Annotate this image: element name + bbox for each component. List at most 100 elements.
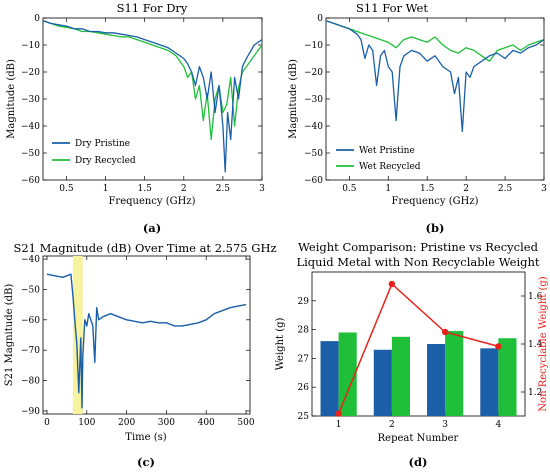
panel-b-ytick-label: −30 [304,95,323,105]
panel-c-lines [46,273,247,409]
panel-a-lines [42,20,263,173]
panel-b-ytick-label: −50 [304,149,323,159]
panel-b-ytick-label: 0 [317,14,323,24]
panel-c-title: S21 Magnitude (dB) Over Time at 2.575 GH… [13,241,276,255]
panel-c-plot-frame [42,255,251,415]
panel-a-xtick-label: 2 [181,184,187,194]
panel-d-ytick-label-right: 1.4 [528,340,543,350]
panel-d-non-recyclable-point [388,280,396,288]
panel-a-ytick-label: −40 [21,122,40,132]
panel-d-ytick-label: 25 [298,412,310,422]
panel-b-xtick-label: 1 [385,184,391,194]
panel-b-xlabel: Frequency (GHz) [391,196,478,207]
panel-a-xtick-label: 3 [259,184,265,194]
panel-a-series-dry-pristine [42,20,263,173]
panel-d-ylabel-right: Non Recyclable Weight (g) [538,276,549,411]
panel-c-ytick-label: −70 [21,346,40,356]
panel-d-bar-pristine-3 [427,344,446,416]
caption-d: (d) [409,455,428,469]
panel-b-ytick-label: −10 [304,41,323,51]
panel-b-xtick-label: 2.5 [498,184,513,194]
panel-c-series-s21 [46,273,247,409]
panel-c-ticks: 0 100 200 300 400 500 −90 −80 −70 −60 −50 −40 [21,255,255,428]
panel-d-bar-pristine-1 [320,341,339,416]
panel-d-ylabel: Weight (g) [275,317,286,370]
panel-a-legend: Dry Pristine Dry Recycled [52,139,136,166]
panel-a-legend-dry-pristine: Dry Pristine [75,139,130,149]
panel-c-xtick-label: 200 [118,418,135,428]
panel-c-ytick-label: −80 [21,377,40,387]
panel-b-series-wet-recycled [325,20,545,62]
panel-c-ytick-label: −40 [21,255,40,265]
panel-d-non-recyclable-point [495,343,502,350]
panel-d-ytick-label-right: 1.6 [528,292,543,302]
panel-a-ytick-label: −50 [21,149,40,159]
panel-c-xtick-label: 0 [44,418,50,428]
panel-b-ytick-label: −40 [304,122,323,132]
panel-c-ytick-label: −60 [21,316,40,326]
panel-d-red-line [335,280,502,417]
panel-a-xtick-label: 2.5 [216,184,231,194]
panel-d-subtitle: Liquid Metal with Non Recyclable Weight [296,255,539,269]
panel-d-bar-pristine-4 [480,348,499,416]
panel-d-ytick-label: 26 [298,383,310,393]
panel-d-bar-recycled-1 [338,332,357,416]
panel-d-bar-recycled-3 [445,331,464,416]
panel-c: S21 Magnitude (dB) Over Time at 2.575 GH… [4,241,277,469]
panel-a-title: S11 For Dry [117,1,188,15]
panel-b-legend: Wet Pristine Wet Recycled [336,146,421,172]
panel-b-series-wet-pristine [325,20,545,133]
panel-a-xtick-label: 1 [103,184,109,194]
panel-b-ytick-label: −20 [304,68,323,78]
panel-d-ytick-label: 29 [298,297,310,307]
panel-c-xtick-label: 400 [198,418,215,428]
panel-b-legend-wet-recycled: Wet Recycled [359,162,421,172]
panel-b-title: S11 For Wet [356,1,428,15]
panel-d-ytick-label: 28 [298,326,310,336]
panel-d-bars [320,331,517,416]
panel-c-ytick-label: −50 [21,285,40,295]
caption-b: (b) [426,221,445,235]
panel-c-ylabel: S21 Magnitude (dB) [4,284,15,387]
panel-d-xtick-label: 1 [336,420,342,430]
panel-b-ticks: 0.5 1 1.5 2 2.5 3 −60 −50 −40 −30 −20 −10 0 [304,14,547,194]
caption-a: (a) [143,221,161,235]
panel-d: Weight Comparison: Pristine vs Recycled … [275,240,549,469]
panel-c-xlabel: Time (s) [125,432,166,443]
panel-a-legend-dry-recycled: Dry Recycled [75,156,136,166]
panel-d-xtick-label: 3 [442,420,448,430]
panel-d-title: Weight Comparison: Pristine vs Recycled [298,240,539,254]
panel-a-ytick-label: −30 [21,95,40,105]
panel-d-non-recyclable-line [337,282,499,414]
panel-a-ytick-label: −60 [21,176,40,186]
panel-a-ticks: 0.5 1 1.5 2 2.5 3 −60 −50 −40 −30 −20 −10 0 [21,14,265,194]
panel-a-ytick-label: −20 [21,68,40,78]
panel-d-non-recyclable-point [335,410,342,417]
panel-b-xtick-label: 0.5 [342,184,357,194]
panel-c-xtick-label: 100 [78,418,95,428]
panel-a: S11 For Dry 0.5 1 1.5 2 2.5 3 −60 −50 −40 −30 −20 −… [6,1,265,235]
panel-b-xtick-label: 2 [463,184,469,194]
panel-d-ytick-label-right: 1.2 [528,388,542,398]
panel-a-ytick-label: 0 [34,14,40,24]
panel-d-xlabel: Repeat Number [378,433,459,444]
panel-b-ylabel: Magnitude (dB) [288,59,299,139]
panel-d-xtick-label: 4 [496,420,502,430]
panel-b: S11 For Wet 0.5 1 1.5 2 2.5 3 −60 −50 −40 −30 −20 −… [288,1,547,235]
panel-b-lines [325,20,545,133]
panel-a-ylabel: Magnitude (dB) [6,59,17,139]
panel-c-xtick-label: 300 [158,418,175,428]
caption-c: (c) [137,455,155,469]
panel-a-ytick-label: −10 [21,41,40,51]
panel-c-highlight-band [72,256,83,414]
panel-d-bar-recycled-4 [498,338,517,416]
panel-d-ticks: 1 2 3 4 25 26 27 28 29 1.2 1.4 1.6 [298,292,543,430]
panel-a-xlabel: Frequency (GHz) [108,196,195,207]
panel-d-bar-recycled-2 [391,336,410,416]
panel-b-ytick-label: −60 [304,176,323,186]
panel-a-xtick-label: 1.5 [138,184,153,194]
panel-c-xtick-label: 500 [237,418,254,428]
panel-c-ytick-label: −90 [21,407,40,417]
panel-d-ytick-label: 27 [298,354,310,364]
